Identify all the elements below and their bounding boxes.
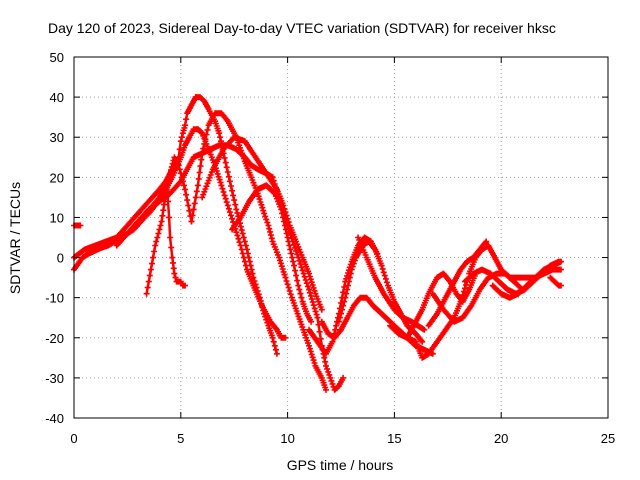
series-arc-z — [547, 274, 564, 289]
series-arc-e — [86, 126, 201, 257]
series-trace — [190, 111, 247, 223]
y-tick-label: -30 — [45, 371, 64, 386]
series-trace — [230, 184, 313, 323]
series-arc-l — [199, 134, 280, 201]
y-tick-label: 0 — [57, 251, 64, 266]
x-tick-label: 0 — [70, 431, 77, 446]
series-arc-h — [188, 110, 248, 225]
x-tick-label: 5 — [177, 431, 184, 446]
series-arc-n — [229, 182, 315, 325]
y-tick-label: -40 — [45, 411, 64, 426]
series-arc-y — [489, 258, 564, 301]
data-point-markers — [466, 242, 564, 281]
series-arc-i — [241, 158, 329, 393]
series-arc-q — [335, 238, 426, 345]
y-tick-label: 20 — [50, 170, 64, 185]
series-trace — [275, 188, 324, 311]
series-trace — [356, 236, 426, 332]
series-trace — [549, 276, 563, 287]
series-arc-j — [113, 142, 276, 249]
axis-ticks: 0 5 10 15 20 25 -40 -30 -20 -10 0 10 20 30 40 50 — [45, 50, 615, 446]
series-trace — [307, 236, 379, 356]
series-trace — [388, 280, 469, 360]
x-axis-label: GPS time / hours — [287, 457, 394, 473]
series-arc-s — [387, 278, 470, 361]
series-arc-m — [273, 186, 325, 313]
x-tick-label: 20 — [494, 431, 508, 446]
series-trace — [243, 160, 328, 392]
y-tick-label: 10 — [50, 210, 64, 225]
y-tick-label: 30 — [50, 130, 64, 145]
series-arc-w — [466, 242, 564, 281]
y-tick-label: -10 — [45, 291, 64, 306]
y-tick-label: 40 — [50, 90, 64, 105]
series-trace — [405, 272, 477, 340]
x-tick-label: 10 — [280, 431, 294, 446]
series-arc-f — [194, 126, 289, 341]
data-series — [71, 94, 564, 393]
plot-frame — [73, 56, 609, 419]
series-trace — [200, 135, 279, 199]
series-trace — [196, 127, 287, 340]
x-tick-label: 15 — [387, 431, 401, 446]
grid — [74, 57, 608, 418]
series-arc-a — [71, 222, 84, 229]
series-trace — [115, 143, 274, 247]
chart-title: Day 120 of 2023, Sidereal Day-to-day VTE… — [48, 20, 556, 36]
y-tick-label: 50 — [50, 50, 64, 65]
y-axis-label: SDTVAR / TECUs — [7, 182, 23, 294]
x-tick-label: 25 — [601, 431, 615, 446]
y-tick-label: -20 — [45, 331, 64, 346]
series-trace — [337, 240, 424, 344]
series-trace — [491, 260, 563, 299]
